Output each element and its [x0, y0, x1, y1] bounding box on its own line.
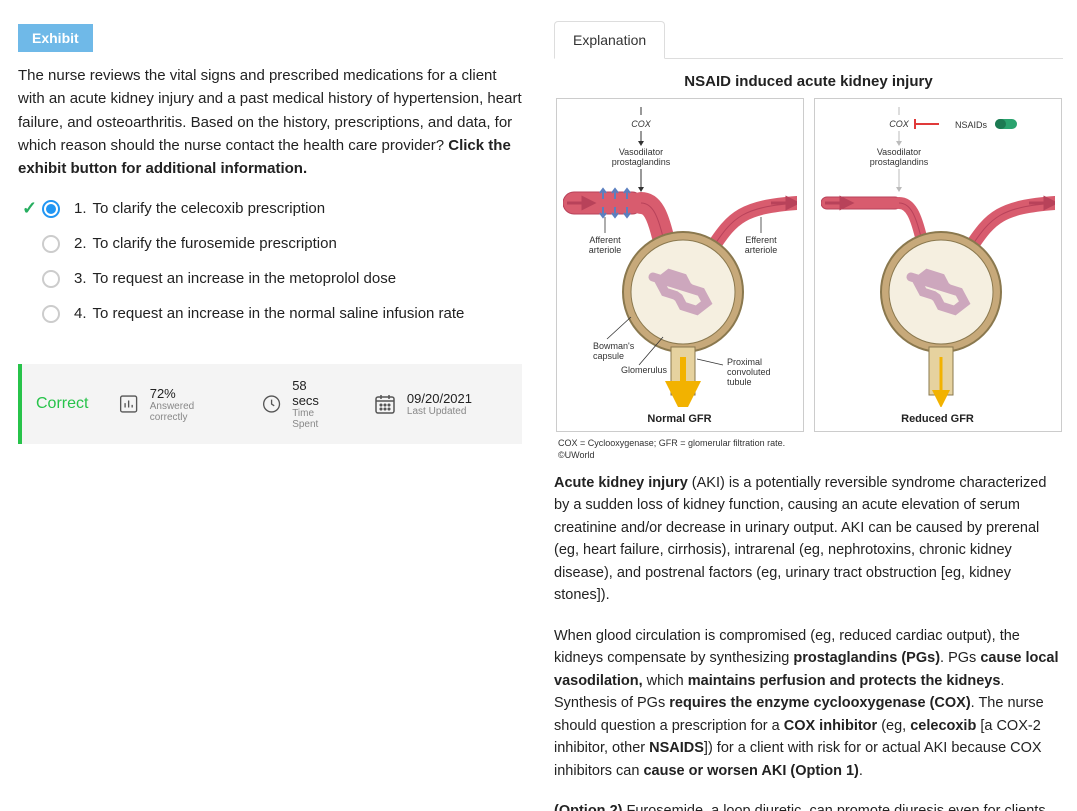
option-number: 1. — [74, 200, 87, 217]
radio-button[interactable] — [42, 235, 60, 253]
tab-explanation[interactable]: Explanation — [554, 21, 665, 59]
figure-copyright: ©UWorld — [558, 450, 1063, 460]
explanation-para-3: (Option 2) Furosemide, a loop diuretic, … — [554, 800, 1063, 811]
option-text: To clarify the furosemide prescription — [93, 235, 337, 252]
stat-percent: 72% Answered correctly — [118, 386, 225, 423]
svg-text:COX: COX — [889, 119, 910, 129]
option-row-4[interactable]: ✓4.To request an increase in the normal … — [22, 303, 522, 324]
svg-text:Afferentarteriole: Afferentarteriole — [588, 235, 621, 255]
check-icon: ✓ — [22, 198, 42, 219]
question-stem: The nurse reviews the vital signs and pr… — [18, 64, 522, 180]
stat-time: 58 secs Time Spent — [261, 378, 337, 430]
figure-footnote: COX = Cyclooxygenase; GFR = glomerular f… — [558, 438, 1063, 448]
nephron-diagram-reduced: COX Vasodilatorprostaglandins NSAIDs — [821, 107, 1055, 407]
svg-text:COX: COX — [631, 119, 652, 129]
svg-text:Bowman'scapsule: Bowman'scapsule — [593, 341, 635, 361]
option-text: To clarify the celecoxib prescription — [93, 200, 326, 217]
stat-date-label: Last Updated — [407, 406, 472, 417]
exhibit-button[interactable]: Exhibit — [18, 24, 93, 52]
svg-text:Proximalconvolutedtubule: Proximalconvolutedtubule — [727, 357, 771, 387]
stat-date-value: 09/20/2021 — [407, 391, 472, 406]
option-row-2[interactable]: ✓2.To clarify the furosemide prescriptio… — [22, 233, 522, 254]
option-row-3[interactable]: ✓3.To request an increase in the metopro… — [22, 268, 522, 289]
svg-text:NSAIDs: NSAIDs — [954, 120, 987, 130]
radio-button[interactable] — [42, 200, 60, 218]
svg-text:Vasodilatorprostaglandins: Vasodilatorprostaglandins — [869, 147, 928, 167]
clock-icon — [261, 392, 282, 416]
stat-date: 09/20/2021 Last Updated — [373, 391, 472, 417]
tab-bar: Explanation — [554, 20, 1063, 59]
stat-time-value: 58 secs — [292, 378, 337, 408]
figure-normal-gfr: COX Vasodilatorprostaglandins Afferentarte… — [556, 98, 804, 432]
explanation-body: Acute kidney injury (AKI) is a potential… — [554, 472, 1063, 811]
option-number: 3. — [74, 270, 87, 287]
stat-time-label: Time Spent — [292, 408, 337, 430]
caption-normal: Normal GFR — [563, 413, 797, 425]
stat-percent-label: Answered correctly — [150, 401, 225, 423]
explanation-para-1: Acute kidney injury (AKI) is a potential… — [554, 472, 1063, 607]
option-row-1[interactable]: ✓ 1. To clarify the celecoxib prescription — [22, 198, 522, 219]
option-number: 4. — [74, 305, 87, 322]
svg-text:Efferentarteriole: Efferentarteriole — [744, 235, 777, 255]
nephron-diagram-normal: COX Vasodilatorprostaglandins Afferentarte… — [563, 107, 797, 407]
bar-chart-icon — [118, 392, 139, 416]
explanation-para-2: When glood circulation is compromised (e… — [554, 625, 1063, 782]
option-text: To request an increase in the normal sal… — [93, 305, 465, 322]
result-label: Correct — [36, 395, 88, 413]
result-stats-bar: Correct 72% Answered correctly 58 secs T… — [18, 364, 522, 444]
option-number: 2. — [74, 235, 87, 252]
figure-title: NSAID induced acute kidney injury — [554, 73, 1063, 90]
figure-reduced-gfr: COX Vasodilatorprostaglandins NSAIDs Reduc… — [814, 98, 1062, 432]
option-text: To request an increase in the metoprolol… — [93, 270, 397, 287]
question-body: The nurse reviews the vital signs and pr… — [18, 67, 522, 154]
caption-reduced: Reduced GFR — [821, 413, 1055, 425]
calendar-icon — [373, 392, 397, 416]
figure-row: COX Vasodilatorprostaglandins Afferentarte… — [554, 98, 1063, 432]
radio-button[interactable] — [42, 270, 60, 288]
radio-button[interactable] — [42, 305, 60, 323]
answer-options: ✓ 1. To clarify the celecoxib prescription… — [22, 198, 522, 324]
svg-text:Vasodilatorprostaglandins: Vasodilatorprostaglandins — [611, 147, 670, 167]
explanation-panel: Explanation NSAID induced acute kidney i… — [540, 0, 1077, 811]
stat-percent-value: 72% — [150, 386, 225, 401]
question-panel: Exhibit The nurse reviews the vital sign… — [0, 0, 540, 811]
svg-text:Glomerulus: Glomerulus — [621, 365, 668, 375]
